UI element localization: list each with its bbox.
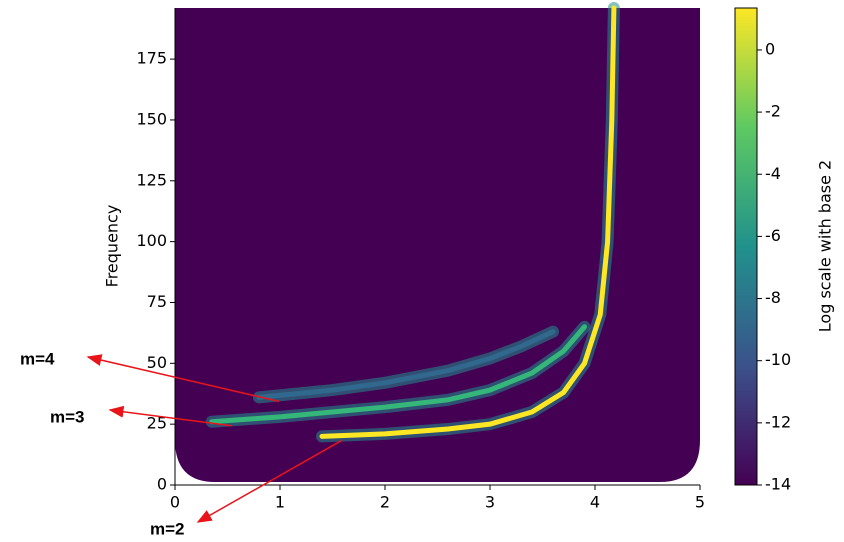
x-tick-label: 0	[170, 493, 180, 512]
ridge-line	[209, 324, 587, 425]
y-tick-label: 50	[147, 353, 167, 372]
y-tick-label: 100	[136, 231, 167, 250]
colorbar-tick-label: -12	[765, 412, 791, 431]
ridge-line	[319, 5, 617, 439]
colorbar-tick-label: -10	[765, 350, 791, 369]
x-tick-label: 5	[695, 493, 705, 512]
colorbar-tick-label: -4	[765, 164, 781, 183]
y-tick-label: 150	[136, 109, 167, 128]
annotation-label: m=4	[20, 349, 55, 368]
annotation-arrow	[196, 439, 343, 523]
colorbar	[734, 7, 758, 486]
y-axis-label: Frequency	[103, 205, 122, 288]
y-tick-label: 75	[147, 292, 167, 311]
y-tick-label: 175	[136, 49, 167, 68]
x-tick-label: 2	[380, 493, 390, 512]
x-tick-label: 3	[485, 493, 495, 512]
y-tick-label: 0	[157, 475, 167, 494]
annotation-arrow	[108, 405, 232, 427]
annotation-arrow	[86, 354, 280, 403]
plot-background	[175, 8, 700, 482]
x-tick-label: 1	[275, 493, 285, 512]
y-tick-label: 25	[147, 414, 167, 433]
ridge-line	[256, 329, 556, 400]
y-tick-label: 125	[136, 170, 167, 189]
x-tick-label: 4	[590, 493, 600, 512]
colorbar-tick-label: -2	[765, 102, 781, 121]
colorbar-label: Log scale with base 2	[816, 160, 835, 332]
colorbar-tick-label: -6	[765, 226, 781, 245]
colorbar-tick-label: -8	[765, 288, 781, 307]
colorbar-tick-label: -14	[765, 475, 791, 494]
annotation-label: m=2	[150, 519, 185, 538]
colorbar-tick-label: 0	[765, 39, 775, 58]
annotation-label: m=3	[50, 407, 85, 426]
